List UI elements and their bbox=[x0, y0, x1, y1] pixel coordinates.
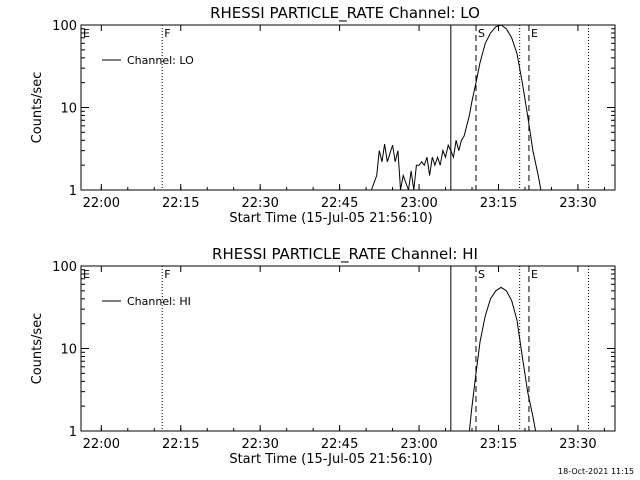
y-tick-label: 100 bbox=[52, 260, 77, 275]
x-tick-label: 22:00 bbox=[83, 437, 120, 452]
x-tick-label: 22:15 bbox=[162, 437, 199, 452]
y-tick-label: 1 bbox=[69, 184, 77, 199]
legend-label: Channel: HI bbox=[127, 295, 191, 308]
event-marker-label: E bbox=[531, 268, 538, 281]
plot-frame bbox=[80, 265, 616, 432]
x-tick-label: 22:30 bbox=[241, 196, 278, 211]
event-marker-label: S bbox=[478, 268, 485, 281]
event-marker-label: S bbox=[478, 27, 485, 40]
x-tick-label: 22:45 bbox=[321, 196, 358, 211]
x-tick-label: 23:00 bbox=[400, 437, 437, 452]
x-tick-label: 23:30 bbox=[559, 196, 596, 211]
legend-label: Channel: LO bbox=[127, 54, 194, 67]
y-tick-label: 10 bbox=[60, 102, 77, 117]
x-tick-label: 23:15 bbox=[480, 196, 517, 211]
plot-frame bbox=[80, 24, 616, 191]
y-tick-label: 10 bbox=[60, 343, 77, 358]
x-tick-label: 22:30 bbox=[241, 437, 278, 452]
series-line bbox=[468, 286, 537, 432]
x-tick-label: 22:00 bbox=[83, 196, 120, 211]
event-marker-label: F bbox=[164, 27, 170, 40]
timestamp-label: 18-Oct-2021 11:15 bbox=[558, 467, 634, 476]
x-tick-label: 23:00 bbox=[400, 196, 437, 211]
x-tick-label: 22:15 bbox=[162, 196, 199, 211]
y-tick-label: 1 bbox=[69, 425, 77, 440]
chart-title: RHESSI PARTICLE_RATE Channel: LO bbox=[210, 4, 480, 23]
x-tick-label: 23:30 bbox=[559, 437, 596, 452]
y-axis-label: Counts/sec bbox=[30, 72, 45, 144]
y-axis-label: Counts/sec bbox=[30, 313, 45, 385]
x-tick-label: 23:15 bbox=[480, 437, 517, 452]
y-tick-label: 100 bbox=[52, 19, 77, 34]
x-axis-label: Start Time (15-Jul-05 21:56:10) bbox=[229, 452, 432, 467]
event-marker-label: E bbox=[531, 27, 538, 40]
event-marker-label: E bbox=[83, 27, 90, 40]
x-axis-label: Start Time (15-Jul-05 21:56:10) bbox=[229, 211, 432, 226]
series-line bbox=[370, 24, 542, 191]
chart-title: RHESSI PARTICLE_RATE Channel: HI bbox=[212, 245, 478, 264]
x-tick-label: 22:45 bbox=[321, 437, 358, 452]
event-marker-label: F bbox=[164, 268, 170, 281]
event-marker-label: E bbox=[83, 268, 90, 281]
